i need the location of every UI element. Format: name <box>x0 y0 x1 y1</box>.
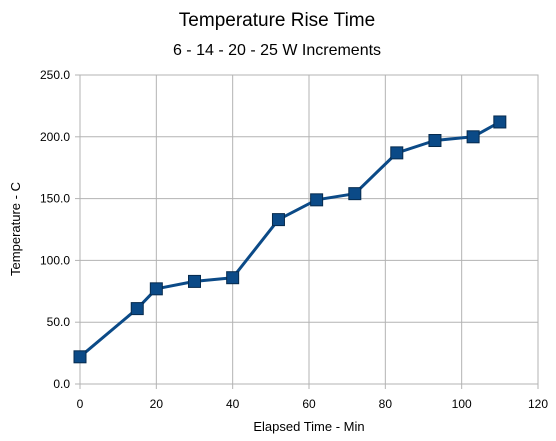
data-point-marker <box>73 350 87 364</box>
y-axis-label: Temperature - C <box>8 182 23 276</box>
data-point-marker <box>493 115 507 129</box>
data-point-marker <box>390 146 404 160</box>
data-point-marker <box>226 271 240 285</box>
data-point-marker <box>310 193 324 207</box>
grid <box>79 74 539 385</box>
x-tick-label: 20 <box>150 397 164 411</box>
chart-title: Temperature Rise Time <box>179 10 375 31</box>
y-tick-label: 200.0 <box>40 130 70 144</box>
data-point-marker <box>188 274 201 288</box>
chart-subtitle: 6 - 14 - 20 - 25 W Increments <box>173 42 381 59</box>
data-point-marker <box>130 302 144 316</box>
data-point-marker <box>149 282 163 296</box>
y-tick-label: 0.0 <box>53 377 70 391</box>
x-axis-label: Elapsed Time - Min <box>253 419 364 434</box>
x-tick-label: 40 <box>226 397 240 411</box>
x-tick-label: 60 <box>302 397 316 411</box>
x-tick-label: 80 <box>379 397 393 411</box>
data-point-marker <box>348 187 362 201</box>
data-point-marker <box>466 130 480 144</box>
y-tick-label: 50.0 <box>47 315 71 329</box>
axis-ticks: 0.0 50.0 100.0 150.0 200.0 250.0 0 20 40 60 80 100 1… <box>40 68 548 411</box>
x-tick-label: 100 <box>452 397 472 411</box>
series-line <box>79 120 501 358</box>
x-tick-label: 0 <box>77 397 84 411</box>
y-tick-label: 100.0 <box>40 253 70 267</box>
x-tick-label: 120 <box>528 397 548 411</box>
y-tick-label: 250.0 <box>40 68 70 82</box>
data-series <box>73 115 507 364</box>
data-point-marker <box>428 134 442 148</box>
y-tick-label: 150.0 <box>40 192 70 206</box>
data-point-marker <box>271 213 285 227</box>
